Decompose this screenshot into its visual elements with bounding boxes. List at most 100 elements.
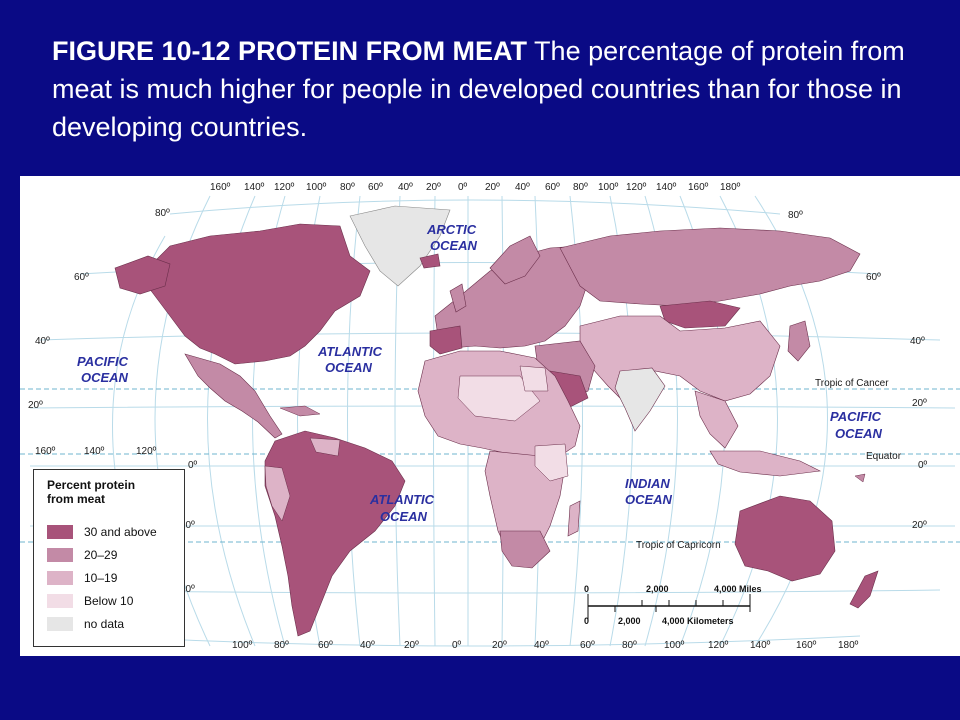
top-lon-label: 60º [368,182,383,193]
legend-label: 30 and above [84,525,157,539]
top-longitude-labels: 160º 140º 120º 100º 80º 60º 40º 20º 0º 2… [210,182,741,193]
bottom-lon-label: 120º [708,640,729,651]
atlantic-north-label-2: OCEAN [325,360,373,375]
bottom-lon-label: 80º [622,640,637,651]
legend-swatch [47,617,73,631]
legend-label: Below 10 [84,594,134,608]
scale-km-2000: 2,000 [618,616,641,626]
lon-west-140: 140º [84,446,105,457]
sahel-light-shape [457,375,541,422]
lat-20-right: 20º [912,398,927,409]
iceland-shape [419,253,441,269]
top-lon-label: 180º [720,182,741,193]
scale-miles-0: 0 [584,584,590,594]
lat-60-left: 60º [74,272,89,283]
top-lon-label: 120º [626,182,647,193]
top-lon-label: 100º [598,182,619,193]
indonesia-shape [709,450,822,477]
atlantic-north-label-1: ATLANTIC [317,344,383,359]
bottom-lon-label: 140º [750,640,771,651]
asia-shape [579,315,781,402]
guyana-light-shape [309,437,341,457]
bottom-lon-label: 100º [232,640,253,651]
lat-80-left: 80º [155,208,170,219]
india-shape [614,367,666,432]
new-zealand-shape [849,570,879,609]
egypt-light-shape [519,365,549,392]
map-legend: Percent protein from meat 30 and above 2… [33,469,185,647]
figure-title: FIGURE 10-12 PROTEIN FROM MEAT [52,36,528,66]
southern-africa-shape [499,530,551,569]
pacific-west-label-1: PACIFIC [77,354,129,369]
figure-caption: FIGURE 10-12 PROTEIN FROM MEAT The perce… [52,32,912,146]
legend-item-10-19: 10–19 [47,570,117,586]
bottom-lon-label: 0º [452,640,462,651]
bottom-lon-label: 160º [796,640,817,651]
top-lon-label: 140º [656,182,677,193]
atlantic-south-label-2: OCEAN [380,509,428,524]
australia-shape [734,495,836,582]
lat-40s-left: 40º [180,584,195,595]
top-lon-label: 20º [485,182,500,193]
southeast-asia-shape [694,390,739,449]
arctic-ocean-label-2: OCEAN [430,238,478,253]
legend-item-no-data: no data [47,616,124,632]
scale-km-4000: 4,000 Kilometers [662,616,734,626]
lat-0-left: 0º [188,460,198,471]
indian-ocean-label-1: INDIAN [625,476,670,491]
legend-title-line-2: from meat [47,492,106,506]
lon-west-160: 160º [35,446,56,457]
south-america-shape [264,430,406,637]
top-lon-label: 160º [688,182,709,193]
top-lon-label: 60º [545,182,560,193]
japan-shape [787,320,811,362]
lat-40-left: 40º [35,336,50,347]
world-map: ARCTIC OCEAN PACIFIC OCEAN ATLANTIC OCEA… [20,176,960,656]
scandinavia-shape [489,235,541,285]
legend-label: no data [84,617,125,631]
scale-bar-graphic [587,594,751,620]
legend-item-30-plus: 30 and above [47,524,157,540]
tropic-capricorn-label: Tropic of Capricorn [636,540,721,551]
legend-swatch [47,548,73,562]
bottom-lon-label: 20º [404,640,419,651]
scale-bar: 0 2,000 4,000 Miles 0 2,000 4,000 Kilome… [580,580,810,634]
top-lon-label: 120º [274,182,295,193]
legend-swatch [47,571,73,585]
bottom-lon-label: 60º [318,640,333,651]
legend-label: 20–29 [84,548,118,562]
top-lon-label: 100º [306,182,327,193]
atlantic-south-label-1: ATLANTIC [369,492,435,507]
tropic-cancer-label: Tropic of Cancer [815,378,889,389]
scale-miles-4000: 4,000 Miles [714,584,762,594]
top-lon-label: 140º [244,182,265,193]
top-lon-label: 0º [458,182,468,193]
bottom-lon-label: 60º [580,640,595,651]
pacific-east-label-2: OCEAN [835,426,883,441]
bottom-lon-label: 20º [492,640,507,651]
lat-20-left: 20º [28,400,43,411]
figure-description: The percentage of protein from meat is m… [52,36,905,142]
legend-label: 10–19 [84,571,118,585]
pacific-east-label-1: PACIFIC [830,409,882,424]
scale-km-0: 0 [584,616,590,626]
lat-40-right: 40º [910,336,925,347]
lat-20s-left: 20º [180,520,195,531]
bottom-lon-label: 40º [360,640,375,651]
top-lon-label: 40º [515,182,530,193]
equator-label: Equator [866,451,902,462]
indian-ocean-label-2: OCEAN [625,492,673,507]
legend-swatch [47,594,73,608]
madagascar-shape [567,500,581,537]
top-lon-label: 80º [573,182,588,193]
top-lon-label: 40º [398,182,413,193]
iberia-shape [429,325,463,355]
bottom-longitude-labels: 100º 80º 60º 40º 20º 0º 20º 40º 60º 80º … [232,640,859,651]
pacific-west-label-2: OCEAN [81,370,129,385]
bottom-lon-label: 80º [274,640,289,651]
north-america-shape [139,223,371,365]
arctic-ocean-label-1: ARCTIC [426,222,477,237]
alaska-shape [114,255,171,295]
bottom-lon-label: 100º [664,640,685,651]
lat-80-right: 80º [788,210,803,221]
